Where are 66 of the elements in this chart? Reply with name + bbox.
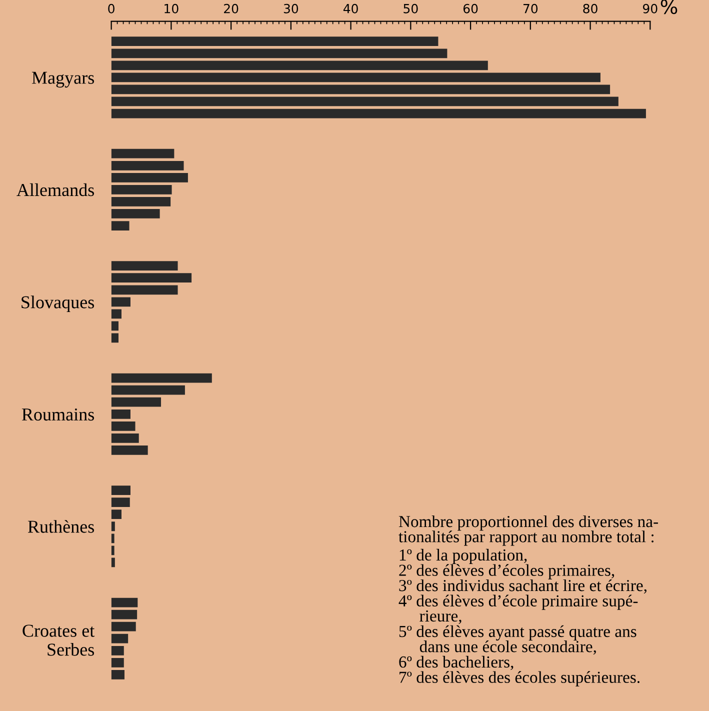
bar [111,60,488,70]
bar [111,160,184,170]
y-tick-label: Magyars [32,72,94,88]
bar [111,385,185,395]
bar [111,598,138,608]
bar [111,409,130,419]
bar [111,486,130,495]
bar [111,522,115,532]
bar [111,646,124,656]
y-tick-label: Croates et Serbes [22,624,95,656]
bar [111,670,124,680]
bar [111,108,646,118]
x-tick-label: 40 [343,4,358,14]
bar [111,209,160,218]
annotation: 3º des individus sachant lire et écrire, [399,579,646,594]
bar [111,534,114,544]
y-tick-label: Slovaques [22,296,94,312]
bar [111,421,136,431]
x-tick-label: 90 [642,4,658,14]
x-tick-label: 30 [284,4,298,14]
bar [111,297,130,307]
annotation: 5º des élèves ayant passé quatre ans dans une école secondaire, [399,625,636,655]
x-tick-label: 70 [523,4,538,14]
bar [111,510,122,520]
bar [111,634,128,644]
x-tick-label: 60 [463,4,478,14]
y-tick-label: Ruthènes [28,520,94,533]
bar [111,498,130,508]
bar [111,558,115,568]
annotation: 6º des bacheliers, [399,656,514,670]
y-tick-label: Allemands [16,183,94,196]
annotation: 2º des élèves d’écoles primaires, [399,564,614,580]
x-tick-label: 80 [583,4,598,14]
bar [111,397,162,407]
bar [111,446,148,455]
bar [111,96,618,106]
x-tick-label: 10 [164,4,178,14]
bar [111,622,136,632]
annotation: 7º des élèves des écoles supérieures. [400,671,640,686]
bar [111,658,124,668]
bar [111,285,178,295]
bar [111,148,174,158]
bar [111,434,139,443]
bar [111,36,438,46]
x-tick-label: 20 [224,4,238,14]
y-tick-label: Roumains [22,408,94,421]
bar [111,333,118,343]
bar [111,610,138,620]
bar [111,48,448,58]
bar [111,373,212,383]
annotation: 1º de la population, [400,548,527,564]
bar [111,321,118,331]
bar [111,309,122,319]
x-tick-label: 50 [404,4,418,14]
bar [111,546,114,556]
bar [111,72,600,82]
bar [111,261,178,271]
bar [111,184,172,194]
bar [111,197,171,206]
bar [111,172,188,182]
bar [111,273,192,283]
bar [111,84,610,94]
annotation: 4º des élèves d’école primaire supé- rieure, [398,594,638,624]
bar [111,221,130,230]
annotation: Nombre proportionnel des diverses na- tionalités par rapport au nombre total : [398,515,658,546]
x-tick-label: 0 [108,4,114,14]
